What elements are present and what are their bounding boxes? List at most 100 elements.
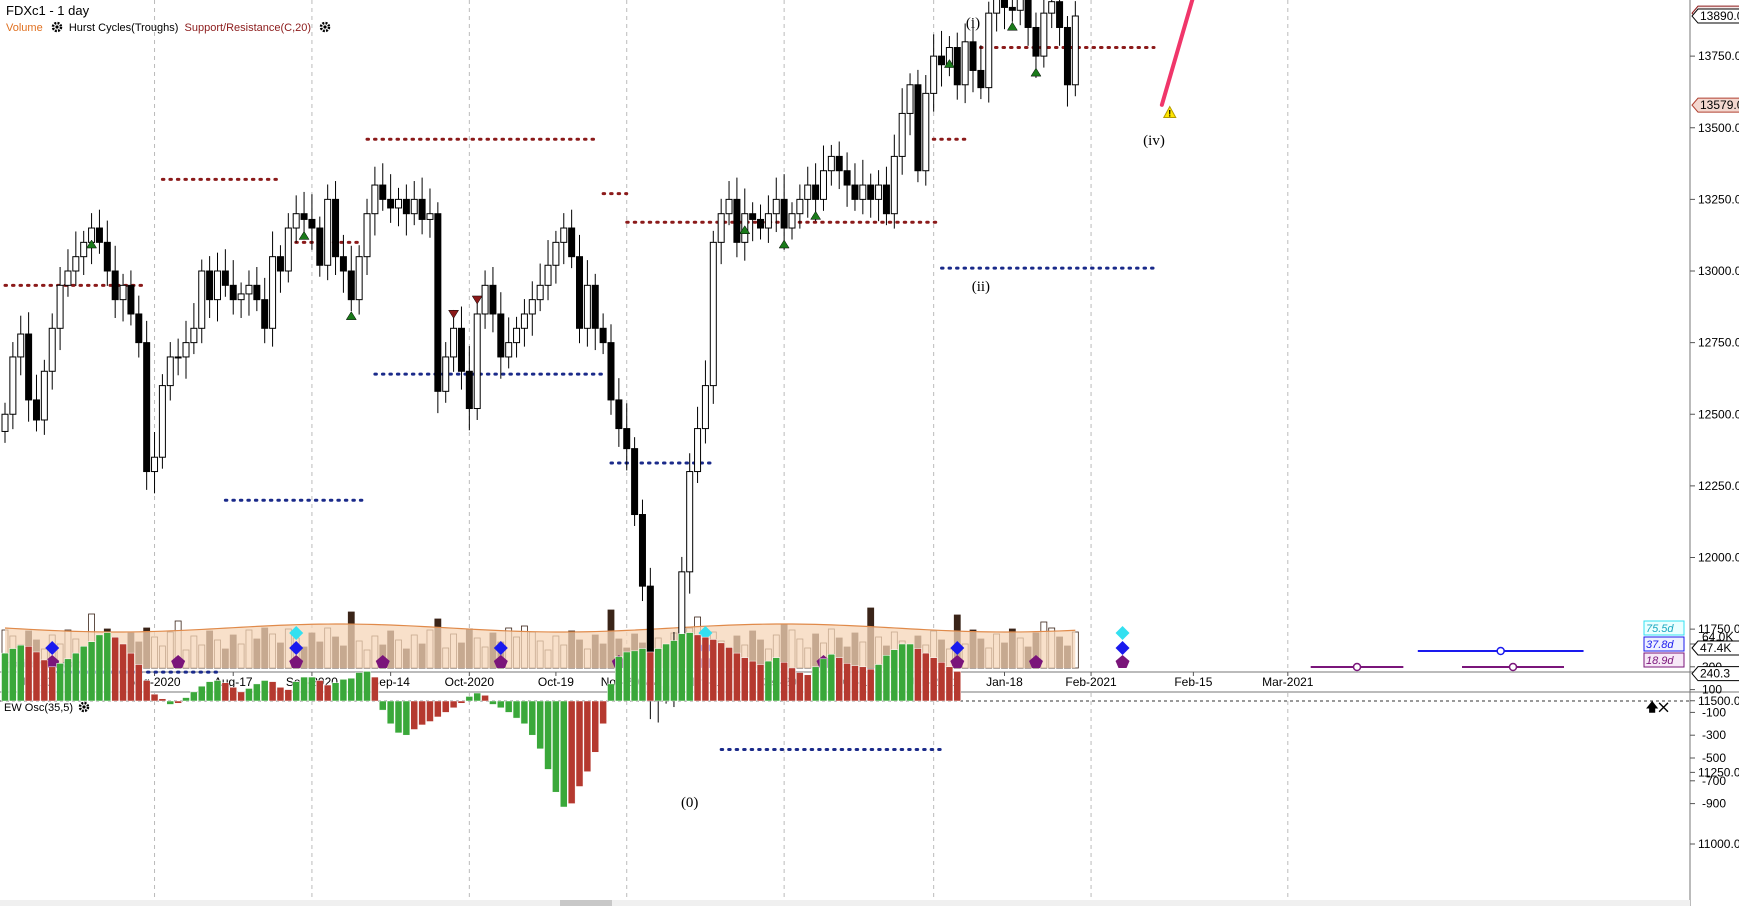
hurst-cycle-marker	[950, 641, 965, 655]
osc-bar	[670, 640, 678, 702]
chart-title: FDXc1 - 1 day	[6, 3, 90, 18]
candle-body	[623, 428, 631, 450]
candle-body	[678, 571, 686, 644]
gear-icon[interactable]	[78, 701, 90, 713]
osc-bar	[646, 651, 655, 702]
osc-bar	[213, 680, 222, 702]
osc-bar	[851, 665, 859, 702]
osc-bar	[717, 642, 725, 702]
price-tick-label: 12750.0	[1698, 336, 1739, 350]
osc-bar	[709, 639, 718, 702]
signal-up-triangle	[86, 239, 98, 249]
candle-body	[552, 241, 560, 266]
candle-body	[859, 184, 867, 200]
candle-body	[1016, 0, 1024, 11]
osc-bar	[890, 649, 899, 702]
candle-body	[591, 284, 599, 329]
osc-bar	[599, 700, 607, 725]
cycle-axis-label: 75.5d	[1646, 623, 1674, 635]
signal-up-triangle	[739, 225, 751, 234]
candle-body	[804, 184, 812, 200]
price-tick-label: 13250.0	[1698, 192, 1739, 206]
osc-bar	[418, 700, 426, 726]
candle-body	[80, 241, 88, 258]
osc-bar	[788, 667, 796, 702]
candle-body	[788, 213, 796, 229]
hurst-cycle-marker	[493, 641, 508, 655]
osc-bar	[630, 650, 639, 702]
horizontal-scrollbar[interactable]	[0, 900, 1690, 906]
candle-body	[930, 55, 938, 94]
candle-body	[25, 333, 33, 401]
osc-tick-label: 100	[1702, 683, 1722, 697]
candle-body	[772, 198, 780, 215]
osc-bar	[371, 676, 379, 702]
osc-bar	[402, 700, 411, 736]
candle-body	[890, 155, 898, 215]
candle-body	[513, 327, 521, 344]
cycle-axis-label: 18.9d	[1646, 655, 1674, 667]
osc-last-value-tag-box	[1691, 666, 1739, 682]
cycle-axis-label: 37.8d	[1646, 639, 1674, 651]
sr-indicator-label[interactable]: Support/Resistance(C,20)	[184, 22, 312, 34]
hurst-cycle-marker	[45, 641, 60, 655]
osc-bar	[221, 682, 230, 702]
cycle-axis-tag	[1643, 652, 1685, 668]
osc-bar	[678, 633, 686, 702]
panel-move-icon[interactable]: 🡅✕	[1646, 700, 1669, 714]
candle-body	[355, 256, 363, 301]
osc-bar	[229, 687, 237, 702]
candle-body	[72, 256, 80, 272]
candle-body	[418, 198, 426, 220]
candle-body	[827, 155, 835, 172]
osc-bar	[520, 700, 529, 725]
prev-close-tag: 13579.0	[1700, 98, 1739, 112]
candle-body	[206, 270, 214, 301]
osc-bar	[945, 666, 954, 702]
candle-body	[158, 385, 166, 458]
candle-body	[819, 170, 827, 200]
osc-bar	[560, 700, 568, 808]
osc-bar	[898, 643, 906, 702]
osc-bar	[481, 695, 489, 702]
x-tick-label: Feb-2021	[1065, 675, 1117, 689]
candle-body	[245, 284, 253, 295]
osc-bar	[276, 687, 285, 702]
candle-body	[749, 213, 757, 220]
volume-ma-area	[5, 624, 1076, 668]
osc-bar	[190, 691, 198, 702]
hurst-indicator-label[interactable]: Hurst Cycles(Troughs)	[68, 22, 179, 34]
signal-up-triangle	[345, 311, 357, 320]
osc-bar	[544, 700, 552, 770]
osc-bar	[489, 700, 497, 705]
osc-bar	[434, 700, 442, 718]
candle-body	[17, 333, 25, 358]
hurst-cycle-marker	[171, 655, 186, 668]
candle-body	[253, 284, 261, 301]
osc-bar	[741, 657, 749, 702]
volume-ma-line	[4, 623, 1076, 633]
candle-body	[709, 241, 717, 387]
candle-body	[694, 428, 702, 473]
candle-body	[757, 218, 765, 229]
candle-body	[395, 198, 402, 209]
candle-body	[583, 284, 591, 329]
osc-bar	[292, 681, 300, 702]
candle-body	[497, 313, 505, 358]
signal-down-triangle	[471, 295, 483, 305]
osc-bar	[756, 664, 765, 702]
osc-tick-label: -100	[1702, 705, 1726, 719]
candle-body	[607, 342, 615, 401]
candle-body	[560, 227, 568, 243]
osc-last-value-tag: 240.3	[1700, 667, 1730, 681]
candle-body	[993, 0, 1001, 14]
signal-up-triangle	[943, 59, 955, 68]
volume-indicator-label[interactable]: Volume	[6, 22, 43, 34]
osc-bar	[819, 658, 828, 702]
gear-icon[interactable]	[319, 21, 331, 33]
candle-body	[544, 264, 552, 286]
scrollbar-thumb[interactable]	[560, 900, 612, 906]
price-tick-label: 12000.0	[1698, 551, 1739, 565]
gear-icon[interactable]	[51, 21, 63, 33]
